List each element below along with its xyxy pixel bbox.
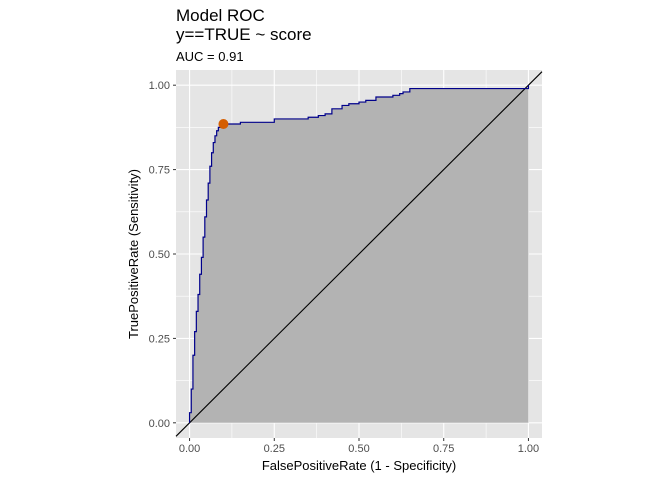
y-tick-label: 0.00 — [149, 418, 170, 430]
x-tick-label: 0.00 — [179, 443, 200, 455]
y-axis: 0.00 0.25 0.50 0.75 1.00 — [149, 80, 176, 430]
y-tick-label: 0.50 — [149, 249, 170, 261]
x-tick-label: 0.75 — [433, 443, 454, 455]
threshold-point — [218, 119, 229, 130]
chart-title: Model ROC — [176, 6, 265, 25]
y-tick-label: 0.75 — [149, 165, 170, 177]
x-axis: 0.00 0.25 0.50 0.75 1.00 — [179, 438, 539, 455]
y-tick-label: 0.25 — [149, 333, 170, 345]
x-tick-label: 1.00 — [518, 443, 539, 455]
y-axis-title: TruePositiveRate (Sensitivity) — [126, 169, 141, 339]
chart-title-line2: y==TRUE ~ score — [176, 25, 312, 44]
y-tick-label: 1.00 — [149, 80, 170, 92]
x-tick-label: 0.50 — [348, 443, 369, 455]
chart-subtitle: AUC = 0.91 — [176, 49, 244, 64]
x-axis-title: FalsePositiveRate (1 - Specificity) — [262, 458, 456, 473]
x-tick-label: 0.25 — [264, 443, 285, 455]
diagonal-line — [175, 71, 543, 437]
